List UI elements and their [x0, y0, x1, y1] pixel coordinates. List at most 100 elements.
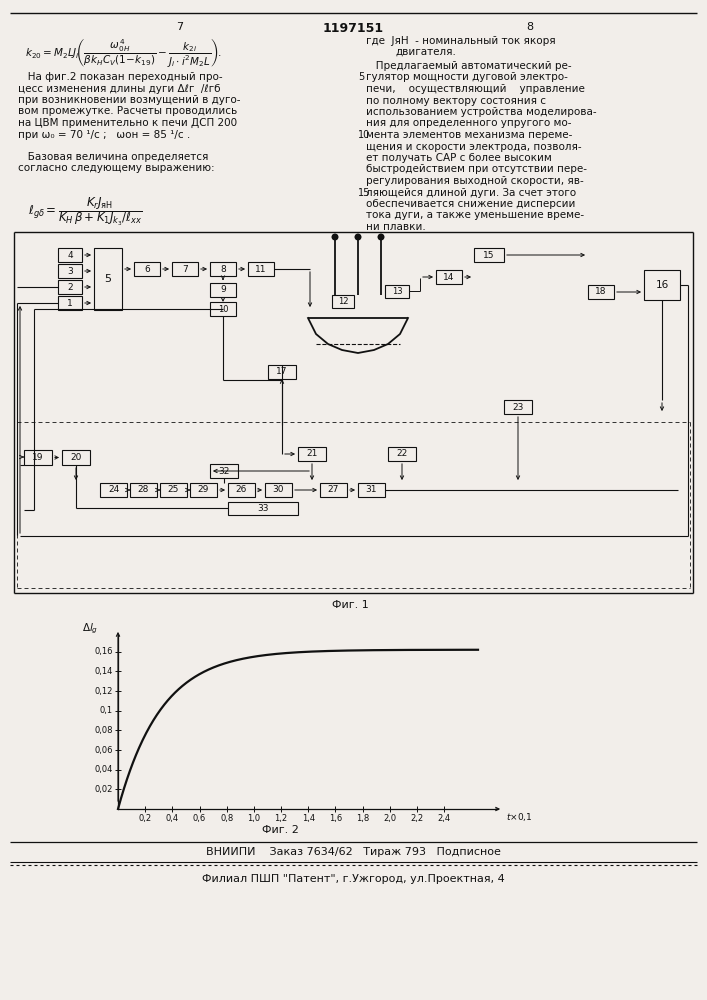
Text: 8: 8 [220, 264, 226, 273]
Text: при возникновении возмущений в дуго-: при возникновении возмущений в дуго- [18, 95, 240, 105]
Text: 25: 25 [168, 486, 179, 494]
Bar [248, 262, 274, 276]
Text: На фиг.2 показан переходный про-: На фиг.2 показан переходный про- [18, 72, 223, 82]
Text: регулирования выходной скорости, яв-: регулирования выходной скорости, яв- [366, 176, 584, 186]
Text: 19: 19 [33, 453, 44, 462]
Bar [504, 400, 532, 414]
Text: 1197151: 1197151 [322, 22, 384, 35]
Bar [332, 295, 354, 308]
Text: гулятор мощности дуговой электро-: гулятор мощности дуговой электро- [366, 73, 568, 83]
Bar [210, 464, 238, 478]
Bar [210, 262, 236, 276]
Text: 29: 29 [198, 486, 209, 494]
Bar [320, 483, 347, 497]
Text: 0,08: 0,08 [95, 726, 113, 735]
Text: 16: 16 [655, 280, 669, 290]
Text: 9: 9 [220, 286, 226, 294]
Bar [58, 248, 82, 262]
Text: использованием устройства моделирова-: использованием устройства моделирова- [366, 107, 597, 117]
Text: 15: 15 [484, 250, 495, 259]
Bar [100, 483, 127, 497]
Text: Базовая величина определяется: Базовая величина определяется [18, 152, 209, 162]
Circle shape [354, 233, 361, 240]
Text: 1: 1 [67, 298, 73, 308]
Text: 1,6: 1,6 [329, 814, 342, 823]
Text: ния для определенного упругого мо-: ния для определенного упругого мо- [366, 118, 571, 128]
Text: $\ell_{g\delta}=\dfrac{K_r J_{\rm{яH}}}{K_H\,\beta+K_1 J_{k_3}/\ell_{xx}}$: $\ell_{g\delta}=\dfrac{K_r J_{\rm{яH}}}{… [28, 196, 143, 228]
Text: 0,16: 0,16 [95, 647, 113, 656]
Bar [172, 262, 198, 276]
Text: быстродействием при отсутствии пере-: быстродействием при отсутствии пере- [366, 164, 587, 174]
Bar [228, 483, 255, 497]
Text: 2,4: 2,4 [438, 814, 450, 823]
Text: где  JяH  - номинальный ток якоря: где JяH - номинальный ток якоря [366, 36, 556, 46]
Text: 1,8: 1,8 [356, 814, 369, 823]
Text: 21: 21 [306, 450, 317, 458]
Bar [385, 285, 409, 298]
Text: 28: 28 [138, 486, 149, 494]
Text: 27: 27 [328, 486, 339, 494]
Text: 31: 31 [366, 486, 378, 494]
Text: 23: 23 [513, 402, 524, 412]
Text: 7: 7 [182, 264, 188, 273]
Text: цесс изменения длины дуги Δℓг  /ℓгб: цесс изменения длины дуги Δℓг /ℓгб [18, 84, 221, 94]
Text: ни плавки.: ни плавки. [366, 222, 426, 232]
Text: 12: 12 [338, 297, 349, 306]
Text: двигателя.: двигателя. [396, 47, 457, 57]
Text: 17: 17 [276, 367, 288, 376]
Text: ВНИИПИ    Заказ 7634/62   Тираж 793   Подписное: ВНИИПИ Заказ 7634/62 Тираж 793 Подписное [206, 847, 501, 857]
Bar [210, 302, 236, 316]
Text: на ЦВМ применительно к печи ДСП 200: на ЦВМ применительно к печи ДСП 200 [18, 118, 237, 128]
Text: 10: 10 [358, 130, 370, 140]
Text: 7: 7 [177, 22, 184, 32]
Bar [94, 248, 122, 310]
Text: обеспечивается снижение дисперсии: обеспечивается снижение дисперсии [366, 199, 575, 209]
Text: 32: 32 [218, 466, 230, 476]
Text: 0,1: 0,1 [100, 706, 113, 715]
Bar [265, 483, 292, 497]
Circle shape [378, 233, 385, 240]
Bar [58, 280, 82, 294]
Bar [588, 285, 614, 299]
Text: $t{\times}0{,}1$: $t{\times}0{,}1$ [506, 811, 532, 823]
Text: 5: 5 [358, 73, 364, 83]
Bar [210, 283, 236, 297]
Bar [298, 447, 326, 461]
Text: $k_{20}=M_2LJ_i\!\left(\dfrac{\omega_{0H}^{4}}{\beta k_H C_V(1\!-\!k_{19})}-\dfr: $k_{20}=M_2LJ_i\!\left(\dfrac{\omega_{0H… [25, 36, 222, 69]
Text: 11: 11 [255, 264, 267, 273]
Text: 10: 10 [218, 304, 228, 314]
Text: 30: 30 [273, 486, 284, 494]
Text: Предлагаемый автоматический ре-: Предлагаемый автоматический ре- [366, 61, 572, 71]
Text: 13: 13 [392, 287, 402, 296]
Bar [228, 502, 298, 515]
Bar [190, 483, 217, 497]
Text: 2,2: 2,2 [410, 814, 423, 823]
Bar [58, 264, 82, 278]
Text: 15: 15 [358, 188, 370, 198]
Text: 5: 5 [105, 274, 112, 284]
Text: мента элементов механизма переме-: мента элементов механизма переме- [366, 130, 573, 140]
Text: при ω₀ = 70 ¹/c ;   ωон = 85 ¹/c .: при ω₀ = 70 ¹/c ; ωон = 85 ¹/c . [18, 129, 190, 139]
Text: 26: 26 [236, 486, 247, 494]
Text: по полному вектору состояния с: по полному вектору состояния с [366, 96, 546, 105]
Text: печи,    осуществляющий    управление: печи, осуществляющий управление [366, 84, 585, 94]
Text: 33: 33 [257, 504, 269, 513]
Bar [358, 483, 385, 497]
Text: 1,0: 1,0 [247, 814, 260, 823]
Text: 2,0: 2,0 [383, 814, 396, 823]
Bar [24, 450, 52, 465]
Text: Филиал ПШП "Патент", г.Ужгород, ул.Проектная, 4: Филиал ПШП "Патент", г.Ужгород, ул.Проек… [201, 874, 504, 884]
Bar [58, 296, 82, 310]
Bar [644, 270, 680, 300]
Text: 2: 2 [67, 282, 73, 292]
Bar [388, 447, 416, 461]
Text: 0,12: 0,12 [95, 687, 113, 696]
Text: 0,06: 0,06 [95, 746, 113, 755]
Text: 1,4: 1,4 [302, 814, 315, 823]
Circle shape [332, 233, 339, 240]
Text: вом промежутке. Расчеты проводились: вом промежутке. Расчеты проводились [18, 106, 238, 116]
Text: 0,04: 0,04 [95, 765, 113, 774]
Text: 0,2: 0,2 [139, 814, 152, 823]
Bar [268, 365, 296, 379]
Text: щения и скорости электрода, позволя-: щения и скорости электрода, позволя- [366, 141, 582, 151]
